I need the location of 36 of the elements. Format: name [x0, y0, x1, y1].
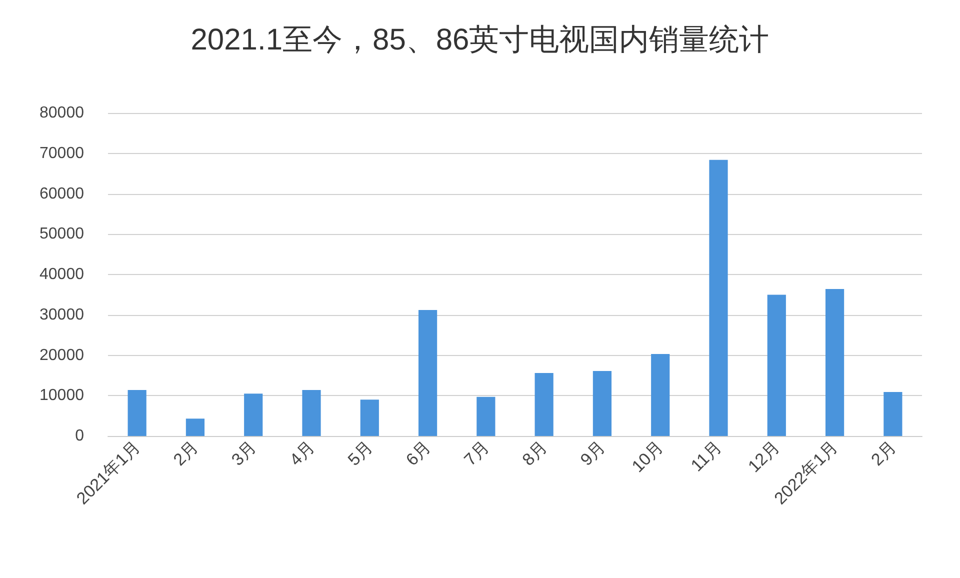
bar: [825, 289, 844, 436]
x-tick-label: 7月: [460, 437, 493, 470]
y-tick-label: 0: [75, 428, 84, 444]
y-tick-label: 70000: [40, 144, 84, 162]
bar: [302, 390, 321, 436]
x-tick-label: 12月: [744, 437, 784, 476]
x-tick-label: 3月: [228, 437, 260, 470]
bar: [476, 396, 496, 436]
y-tick-label: 50000: [40, 226, 84, 243]
x-tick-label: 6月: [402, 437, 435, 470]
x-tick-label: 11月: [687, 437, 726, 476]
x-tick-label: 9月: [576, 437, 609, 470]
y-tick-label: 80000: [40, 104, 84, 122]
x-tick-label: 8月: [518, 437, 551, 470]
bar: [418, 310, 438, 436]
x-tick-label: 2月: [170, 437, 202, 470]
bar: [244, 394, 263, 436]
bar: [651, 354, 670, 436]
bar: [767, 294, 786, 436]
x-tick-label: 5月: [344, 437, 376, 470]
bar: [128, 390, 146, 436]
y-tick-label: 20000: [40, 346, 84, 364]
x-tick-label: 10月: [628, 437, 668, 476]
y-tick-label: 40000: [40, 266, 84, 283]
chart-title: 2021.1至今，85、86英寸电视国内销量统计: [190, 24, 770, 56]
y-tick-label: 10000: [40, 387, 84, 404]
y-tick-label: 30000: [40, 306, 84, 324]
x-tick-label: 4月: [286, 437, 318, 470]
bar: [592, 370, 612, 436]
bar: [534, 373, 554, 436]
bar: [360, 400, 379, 436]
bar: [884, 392, 902, 436]
bar: [186, 418, 205, 436]
bar: [709, 160, 728, 436]
y-tick-label: 60000: [40, 185, 84, 202]
x-tick-label: 2月: [868, 437, 900, 470]
